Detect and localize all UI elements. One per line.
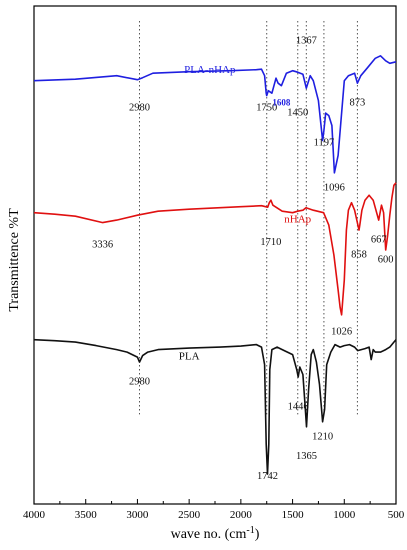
series-name-label: PLA (179, 351, 200, 363)
peak-label: 1608 (272, 98, 291, 108)
peak-label: 858 (351, 249, 367, 260)
x-axis-label-main: wave no. (cm (171, 527, 247, 542)
x-tick-label: 4000 (23, 509, 46, 521)
peak-label: 1365 (296, 451, 317, 462)
peak-label: 1367 (296, 35, 317, 46)
peak-label: 1446 (288, 401, 309, 412)
x-axis-ticks: 4000 3500 3000 2500 2000 1500 1000 500 (23, 499, 405, 521)
peak-label: 2980 (129, 103, 150, 114)
peak-label: 667 (371, 235, 387, 246)
peak-label: 1750 (256, 103, 277, 114)
x-tick-label: 1000 (333, 509, 356, 521)
x-axis-label-superscript: -1 (246, 525, 254, 536)
y-axis-label: Transmittence %T (7, 208, 22, 312)
x-axis-label: wave no. (cm-1) (171, 525, 260, 542)
series-name-label: PLA-nHAp (184, 64, 236, 76)
series-line-nhap (33, 182, 397, 316)
peak-label: 873 (350, 98, 366, 109)
peak-label: 1210 (312, 431, 333, 442)
reference-lines (138, 20, 358, 415)
peak-label: 1710 (260, 237, 281, 248)
peak-label: 1096 (324, 182, 345, 193)
series-line-pla (33, 338, 397, 475)
peak-label: 600 (378, 254, 394, 265)
peak-label: 1450 (287, 108, 308, 119)
peak-label: 1197 (314, 137, 335, 148)
x-tick-label: 2000 (230, 509, 253, 521)
x-tick-label: 3500 (75, 509, 98, 521)
x-tick-label: 1500 (282, 509, 305, 521)
series-lines (33, 55, 397, 475)
peak-label: 1742 (257, 471, 278, 482)
peak-label: 3336 (92, 240, 113, 251)
x-tick-label: 2500 (178, 509, 201, 521)
plot-frame (33, 5, 397, 505)
series-line-pla-nhap (33, 55, 397, 174)
x-tick-label: 3000 (126, 509, 149, 521)
x-axis-label-close: ) (255, 527, 260, 542)
series-labels: PLA-nHAp nHAp PLA (179, 64, 312, 362)
peak-label: 2980 (129, 376, 150, 387)
x-tick-label: 500 (388, 509, 405, 521)
peak-label: 1026 (331, 327, 352, 338)
series-name-label: nHAp (284, 214, 311, 226)
